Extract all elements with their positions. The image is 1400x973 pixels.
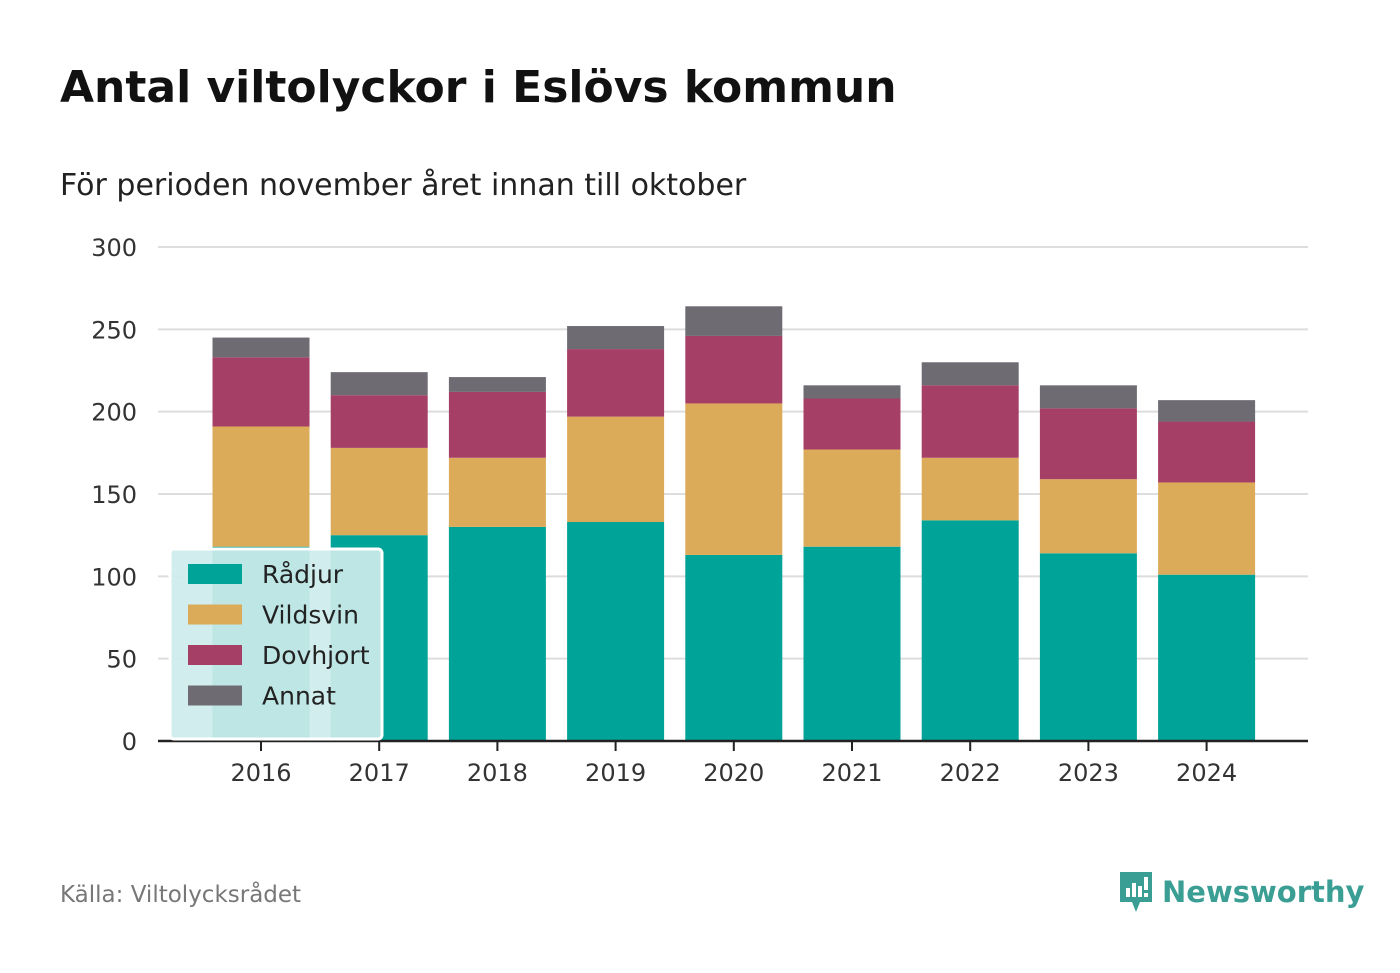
legend-label-vildsvin: Vildsvin <box>262 601 359 630</box>
bar-segment-rådjur-2022 <box>921 520 1019 741</box>
bar-segment-rådjur-2023 <box>1039 553 1137 741</box>
bar-segment-vildsvin-2023 <box>1039 479 1137 554</box>
bar-segment-rådjur-2020 <box>685 554 783 741</box>
bar-segment-annat-2020 <box>685 306 783 336</box>
bar-segment-vildsvin-2024 <box>1158 482 1256 575</box>
bar-segment-vildsvin-2021 <box>803 449 901 547</box>
bar-segment-annat-2023 <box>1039 385 1137 409</box>
bar-segment-annat-2024 <box>1158 400 1256 422</box>
x-tick-label: 2016 <box>230 759 291 787</box>
brand-logo: Newsworthy <box>1118 868 1364 916</box>
y-tick-label: 250 <box>91 316 137 344</box>
bar-segment-dovhjort-2021 <box>803 398 901 450</box>
x-tick-label: 2022 <box>940 759 1001 787</box>
y-tick-label: 0 <box>122 728 137 756</box>
bar-segment-annat-2022 <box>921 362 1019 386</box>
legend-swatch-annat <box>188 685 242 706</box>
bar-segment-annat-2019 <box>567 326 665 350</box>
legend-label-rådjur: Rådjur <box>262 560 344 589</box>
bar-segment-annat-2021 <box>803 385 901 399</box>
bar-segment-dovhjort-2019 <box>567 349 665 417</box>
y-tick-label: 200 <box>91 399 137 427</box>
x-tick-label: 2021 <box>821 759 882 787</box>
legend-swatch-dovhjort <box>188 645 242 665</box>
y-tick-label: 300 <box>91 234 137 262</box>
bar-segment-dovhjort-2023 <box>1039 408 1137 480</box>
bar-segment-annat-2017 <box>330 372 428 396</box>
legend-label-dovhjort: Dovhjort <box>262 641 370 670</box>
x-axis-ticks: 2016 2017 2018 2019 2020 2021 2022 2023 2024 <box>230 741 1237 787</box>
legend-swatch-vildsvin <box>188 604 242 625</box>
legend-label-annat: Annat <box>262 682 336 711</box>
bar-segment-annat-2018 <box>448 377 546 392</box>
legend: Rådjur Vildsvin Dovhjort Annat <box>168 547 384 741</box>
bar-segment-rådjur-2019 <box>567 521 665 741</box>
bar-stack-2021 <box>803 385 901 741</box>
chart-subtitle: För perioden november året innan till ok… <box>60 168 747 203</box>
y-tick-label: 50 <box>106 646 137 674</box>
bar-segment-vildsvin-2016 <box>212 426 310 547</box>
x-tick-label: 2024 <box>1176 759 1237 787</box>
bar-segment-vildsvin-2020 <box>685 403 783 555</box>
newsworthy-logo-icon <box>1120 872 1152 912</box>
bar-segment-dovhjort-2020 <box>685 335 783 404</box>
bar-stack-2020 <box>685 306 783 741</box>
bar-segment-vildsvin-2017 <box>330 447 428 536</box>
bar-segment-annat-2016 <box>212 337 310 358</box>
bar-segment-dovhjort-2022 <box>921 385 1019 458</box>
y-axis-ticks: 0 50 100 150 200 250 300 <box>91 234 137 756</box>
bar-segment-dovhjort-2016 <box>212 357 310 427</box>
bar-segment-rådjur-2018 <box>448 526 546 741</box>
x-tick-label: 2020 <box>703 759 764 787</box>
bar-stack-2018 <box>448 377 546 741</box>
bar-segment-dovhjort-2017 <box>330 395 428 448</box>
x-tick-label: 2023 <box>1058 759 1119 787</box>
bar-segment-dovhjort-2018 <box>448 391 546 458</box>
source-note: Källa: Viltolycksrådet <box>60 882 302 908</box>
x-tick-label: 2018 <box>467 759 528 787</box>
bar-segment-vildsvin-2019 <box>567 416 665 522</box>
y-tick-label: 150 <box>91 481 137 509</box>
bar-stack-2022 <box>921 362 1019 741</box>
bar-segment-rådjur-2021 <box>803 546 901 741</box>
bar-stack-2023 <box>1039 385 1137 741</box>
chart-title: Antal viltolyckor i Eslövs kommun <box>60 62 897 113</box>
x-tick-label: 2019 <box>585 759 646 787</box>
bar-segment-vildsvin-2022 <box>921 457 1019 521</box>
bar-segment-vildsvin-2018 <box>448 457 546 527</box>
bar-stack-2024 <box>1158 400 1256 741</box>
bar-stack-2019 <box>567 326 665 741</box>
bar-segment-dovhjort-2024 <box>1158 421 1256 483</box>
y-tick-label: 100 <box>91 563 137 591</box>
brand-name: Newsworthy <box>1162 875 1365 909</box>
x-tick-label: 2017 <box>349 759 410 787</box>
legend-swatch-rådjur <box>188 564 242 584</box>
bar-segment-rådjur-2024 <box>1158 574 1256 741</box>
